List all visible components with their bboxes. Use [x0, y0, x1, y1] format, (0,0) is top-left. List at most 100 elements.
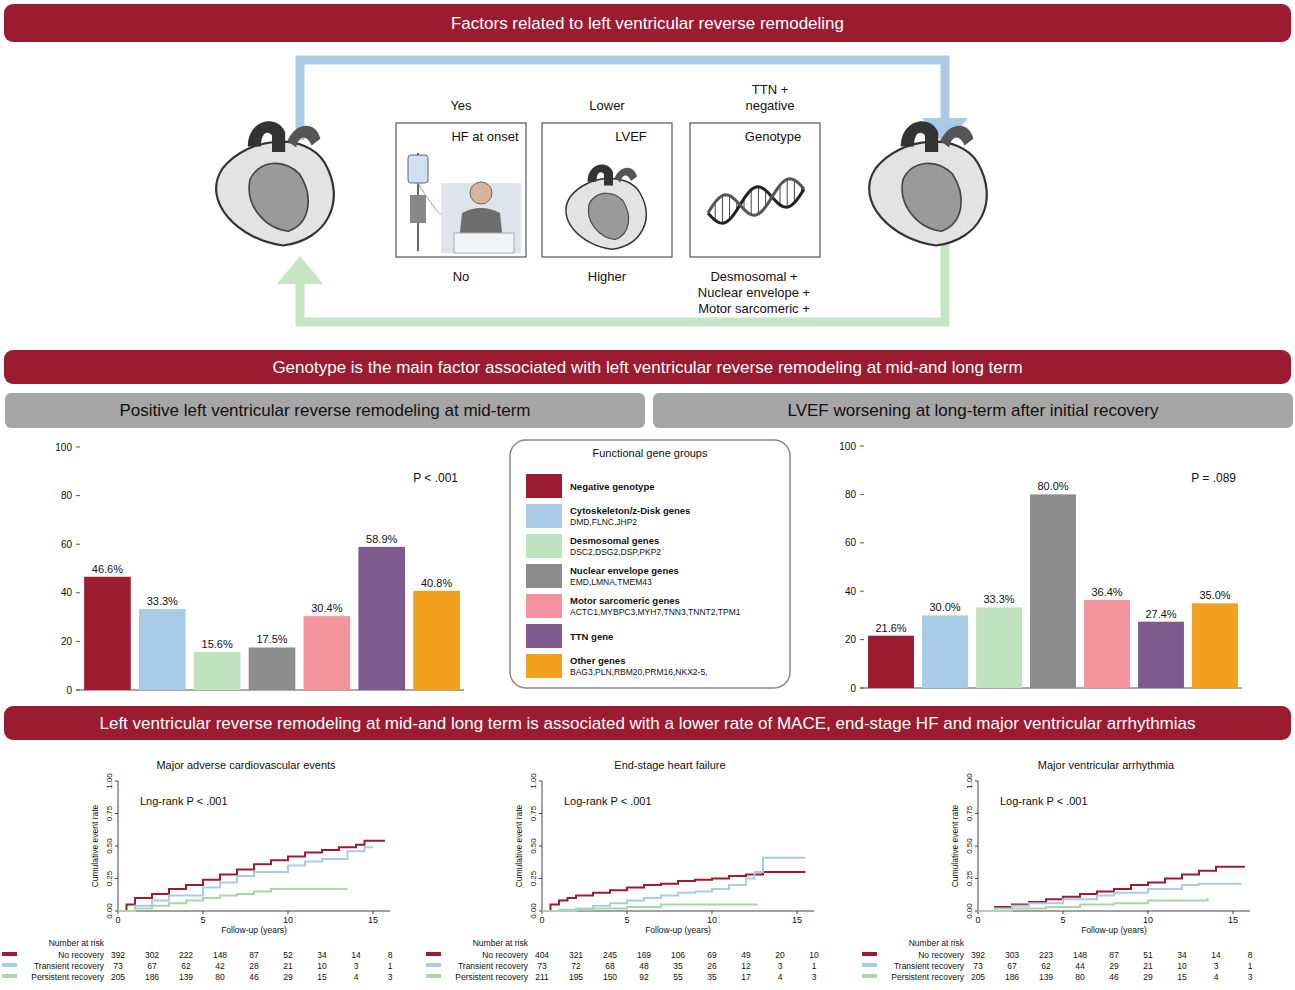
data-label: 46.6% [92, 563, 123, 575]
tick-label: 40 [61, 587, 73, 598]
axis-title: Follow-up (years) [645, 925, 711, 935]
risk-value: 68 [605, 961, 615, 971]
risk-value: 3 [812, 972, 817, 982]
dna-rung [794, 180, 795, 203]
risk-value: 49 [741, 950, 751, 960]
legend-swatch [862, 974, 877, 978]
tick-label: 10 [1143, 915, 1153, 925]
risk-value: 10 [809, 950, 819, 960]
axis-title: Cumulative event rate [514, 804, 524, 887]
legend-genes: ACTC1,MYBPC3,MYH7,TNN3,TNNT2,TPM1 [570, 607, 741, 617]
risk-row-name: Persistent recovery [31, 972, 104, 982]
factor-top-label: Lower [589, 98, 625, 113]
axis-title: Follow-up (years) [1081, 925, 1147, 935]
tick-label: 1.00 [105, 773, 114, 789]
heart-chamber [588, 193, 628, 239]
factor-bottom-label: Motor sarcomeric + [698, 301, 810, 316]
bars [84, 547, 460, 690]
tick-label: 15 [368, 915, 378, 925]
bar [304, 616, 351, 690]
tick-label: 40 [845, 586, 857, 597]
tick [1233, 911, 1234, 914]
axis-title: Cumulative event rate [90, 804, 100, 887]
bar [358, 547, 405, 690]
data-label: 33.3% [983, 593, 1014, 605]
risk-value: 17 [741, 972, 751, 982]
risk-title: Number at risk [909, 938, 965, 948]
risk-value: 21 [1143, 961, 1153, 971]
risk-value: 48 [639, 961, 649, 971]
bars [868, 494, 1238, 688]
factor-box [542, 123, 672, 257]
risk-title: Number at risk [49, 938, 105, 948]
risk-value: 148 [213, 950, 227, 960]
legend-genes: EMD,LMNA,TMEM43 [570, 577, 652, 587]
risk-value: 211 [535, 972, 549, 982]
risk-value: 46 [249, 972, 259, 982]
log-rank: Log-rank P < .001 [1000, 795, 1088, 807]
risk-value: 150 [603, 972, 617, 982]
factor-bottom-label: Nuclear envelope + [698, 285, 810, 300]
heart-chamber [902, 163, 961, 231]
tick [76, 641, 80, 642]
tick [975, 878, 978, 879]
heart-vessel [588, 165, 614, 186]
risk-row-name: No recovery [918, 950, 965, 960]
legend-entry: TTN gene [570, 631, 613, 642]
panel-header [5, 393, 645, 428]
factor-bottom-label: Higher [588, 269, 627, 284]
risk-value: 404 [535, 950, 549, 960]
risk-value: 28 [249, 961, 259, 971]
tick [288, 911, 289, 914]
legend-swatch [862, 952, 877, 956]
tick [627, 911, 628, 914]
risk-value: 69 [707, 950, 717, 960]
risk-value: 46 [1109, 972, 1119, 982]
heart-shape [566, 178, 646, 249]
risk-value: 12 [741, 961, 751, 971]
tick-label: 20 [845, 634, 857, 645]
factor-box [690, 123, 820, 257]
tick-label: 0.50 [105, 838, 114, 854]
tick [539, 846, 542, 847]
risk-value: 223 [1039, 950, 1053, 960]
tick-label: 0 [66, 685, 72, 696]
dna-rung [787, 179, 788, 207]
data-label: 33.3% [147, 595, 178, 607]
risk-value: 169 [637, 950, 651, 960]
km-curve [542, 872, 806, 911]
curves [542, 858, 806, 911]
p-value: P = .089 [1191, 471, 1236, 485]
tick-label: 0.50 [965, 838, 974, 854]
risk-value: 1 [388, 961, 393, 971]
tick [76, 690, 80, 691]
risk-value: 14 [1211, 950, 1221, 960]
km-curve [978, 867, 1245, 911]
tick [860, 542, 864, 543]
heart-chamber [249, 163, 308, 231]
risk-value: 1 [1248, 961, 1253, 971]
legend-swatch [526, 474, 562, 498]
risk-value: 42 [215, 961, 225, 971]
tick [76, 592, 80, 593]
bar [868, 636, 914, 688]
risk-value: 10 [317, 961, 327, 971]
tick-label: 0.75 [965, 805, 974, 821]
axis-title: Cumulative event rate [950, 804, 960, 887]
risk-value: 106 [671, 950, 685, 960]
risk-value: 80 [215, 972, 225, 982]
risk-value: 302 [145, 950, 159, 960]
risk-value: 195 [569, 972, 583, 982]
bar [1192, 603, 1238, 688]
risk-value: 139 [179, 972, 193, 982]
km-curve [542, 905, 758, 912]
legend-entry: Cytoskeleton/z-Disk genes [570, 505, 690, 516]
risk-value: 4 [778, 972, 783, 982]
panel-title: Positive left ventricular reverse remode… [120, 401, 531, 420]
risk-value: 321 [569, 950, 583, 960]
risk-value: 92 [639, 972, 649, 982]
km-curve [118, 841, 385, 911]
km-curve [118, 847, 373, 911]
head [470, 182, 492, 204]
risk-value: 245 [603, 950, 617, 960]
